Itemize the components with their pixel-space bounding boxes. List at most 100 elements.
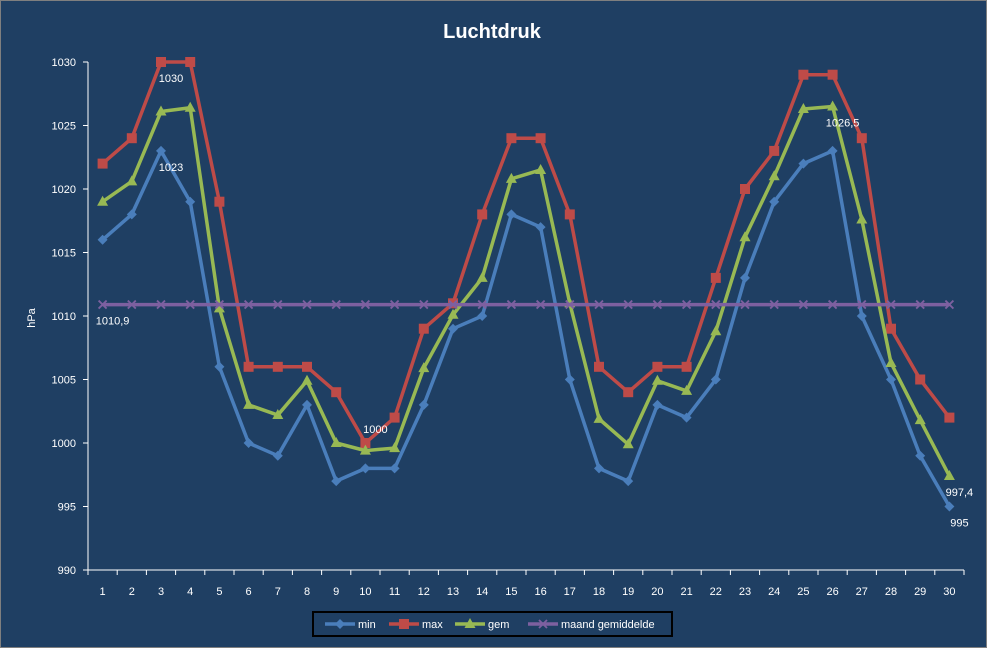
x-tick-label: 10 — [359, 586, 371, 598]
data-point-max — [185, 57, 196, 67]
data-point-gem — [885, 356, 897, 367]
y-tick-label: 1010 — [52, 311, 76, 323]
data-point-min — [535, 222, 546, 233]
x-tick-label: 21 — [680, 586, 692, 598]
series-line-max — [101, 60, 951, 445]
data-label: 1010,9 — [96, 316, 130, 328]
data-point-gem — [184, 101, 196, 112]
data-point-max — [944, 412, 955, 423]
data-point-min — [331, 476, 342, 487]
legend-marker — [399, 619, 409, 629]
y-tick-label: 1015 — [52, 248, 76, 260]
data-point-maand-gemiddelde — [740, 299, 750, 310]
data-point-max — [156, 57, 166, 67]
x-tick-label: 14 — [476, 586, 488, 598]
data-point-max — [389, 412, 400, 423]
data-point-min — [506, 209, 517, 220]
data-point-maand-gemiddelde — [886, 299, 896, 310]
legend-label: min — [358, 619, 376, 631]
data-point-min — [769, 196, 780, 207]
x-tick-label: 1 — [100, 586, 106, 598]
data-point-min — [798, 158, 809, 169]
data-point-max — [418, 323, 429, 334]
data-point-maand-gemiddelde — [944, 299, 955, 310]
data-point-max — [243, 361, 254, 372]
legend-item-min: min — [325, 619, 376, 631]
data-point-min — [156, 145, 166, 156]
data-point-maand-gemiddelde — [798, 299, 809, 310]
data-point-gem — [330, 437, 342, 447]
data-point-max — [331, 387, 342, 398]
data-point-gem — [243, 398, 255, 409]
x-tick-label: 24 — [768, 586, 780, 598]
x-tick-label: 17 — [564, 586, 576, 598]
data-point-max — [798, 69, 809, 80]
x-tick-label: 30 — [943, 586, 955, 598]
chart-title: Luchtdruk — [443, 21, 542, 43]
data-point-maand-gemiddelde — [827, 299, 838, 310]
data-point-gem — [476, 271, 488, 282]
data-point-max — [506, 133, 517, 144]
y-tick-label: 1000 — [52, 438, 76, 450]
x-tick-label: 6 — [246, 586, 252, 598]
data-point-maand-gemiddelde — [185, 299, 195, 310]
x-tick-label: 23 — [739, 586, 751, 598]
legend-box — [312, 611, 673, 637]
y-tick-label: 990 — [58, 565, 76, 577]
data-point-min — [214, 361, 225, 372]
data-point-max — [710, 272, 721, 283]
data-point-max — [126, 133, 137, 144]
data-point-maand-gemiddelde — [448, 299, 458, 310]
data-point-min — [886, 374, 896, 385]
data-point-maand-gemiddelde — [389, 299, 400, 310]
data-point-min — [594, 463, 604, 474]
legend-label: gem — [488, 619, 509, 631]
data-point-gem — [505, 172, 517, 183]
legend-item-gem: gem — [455, 618, 509, 631]
data-point-min — [827, 145, 838, 156]
data-point-min — [477, 311, 488, 321]
data-point-gem — [155, 105, 167, 116]
x-tick-label: 7 — [275, 586, 281, 598]
x-tick-label: 4 — [187, 586, 193, 598]
x-tick-label: 20 — [651, 586, 663, 598]
data-point-max — [886, 323, 896, 334]
data-point-gem — [710, 325, 722, 336]
x-tick-label: 22 — [710, 586, 722, 598]
data-point-max — [272, 361, 283, 372]
x-tick-label: 26 — [826, 586, 838, 598]
legend-marker — [464, 618, 476, 628]
y-tick-label: 1020 — [52, 184, 76, 196]
data-point-maand-gemiddelde — [360, 299, 371, 310]
data-point-maand-gemiddelde — [156, 299, 166, 310]
x-tick-label: 3 — [158, 586, 164, 598]
data-point-max — [214, 196, 225, 207]
y-tick-label: 995 — [58, 502, 76, 514]
data-point-maand-gemiddelde — [506, 299, 517, 310]
data-point-maand-gemiddelde — [214, 299, 225, 310]
data-label: 1023 — [159, 162, 183, 174]
y-axis-label: hPa — [26, 307, 38, 327]
data-point-gem — [418, 362, 430, 373]
x-tick-label: 19 — [622, 586, 634, 598]
legend-marker — [538, 619, 548, 629]
data-point-min — [243, 438, 254, 448]
legend: min max gem maand gemiddelde — [312, 611, 673, 637]
data-point-maand-gemiddelde — [243, 299, 254, 310]
data-point-gem — [447, 308, 459, 319]
data-point-maand-gemiddelde — [331, 299, 341, 310]
data-point-min — [448, 323, 458, 334]
data-point-gem — [272, 409, 284, 420]
data-point-min — [623, 476, 634, 487]
data-point-min — [185, 196, 196, 207]
data-point-gem — [535, 163, 547, 174]
data-point-max — [535, 133, 546, 144]
x-tick-label: 28 — [885, 586, 897, 598]
x-tick-label: 8 — [304, 586, 310, 598]
data-point-maand-gemiddelde — [477, 299, 487, 310]
data-point-maand-gemiddelde — [623, 299, 633, 310]
y-tick-label: 1005 — [52, 375, 76, 387]
x-tick-label: 29 — [914, 586, 926, 598]
x-tick-label: 16 — [534, 586, 546, 598]
